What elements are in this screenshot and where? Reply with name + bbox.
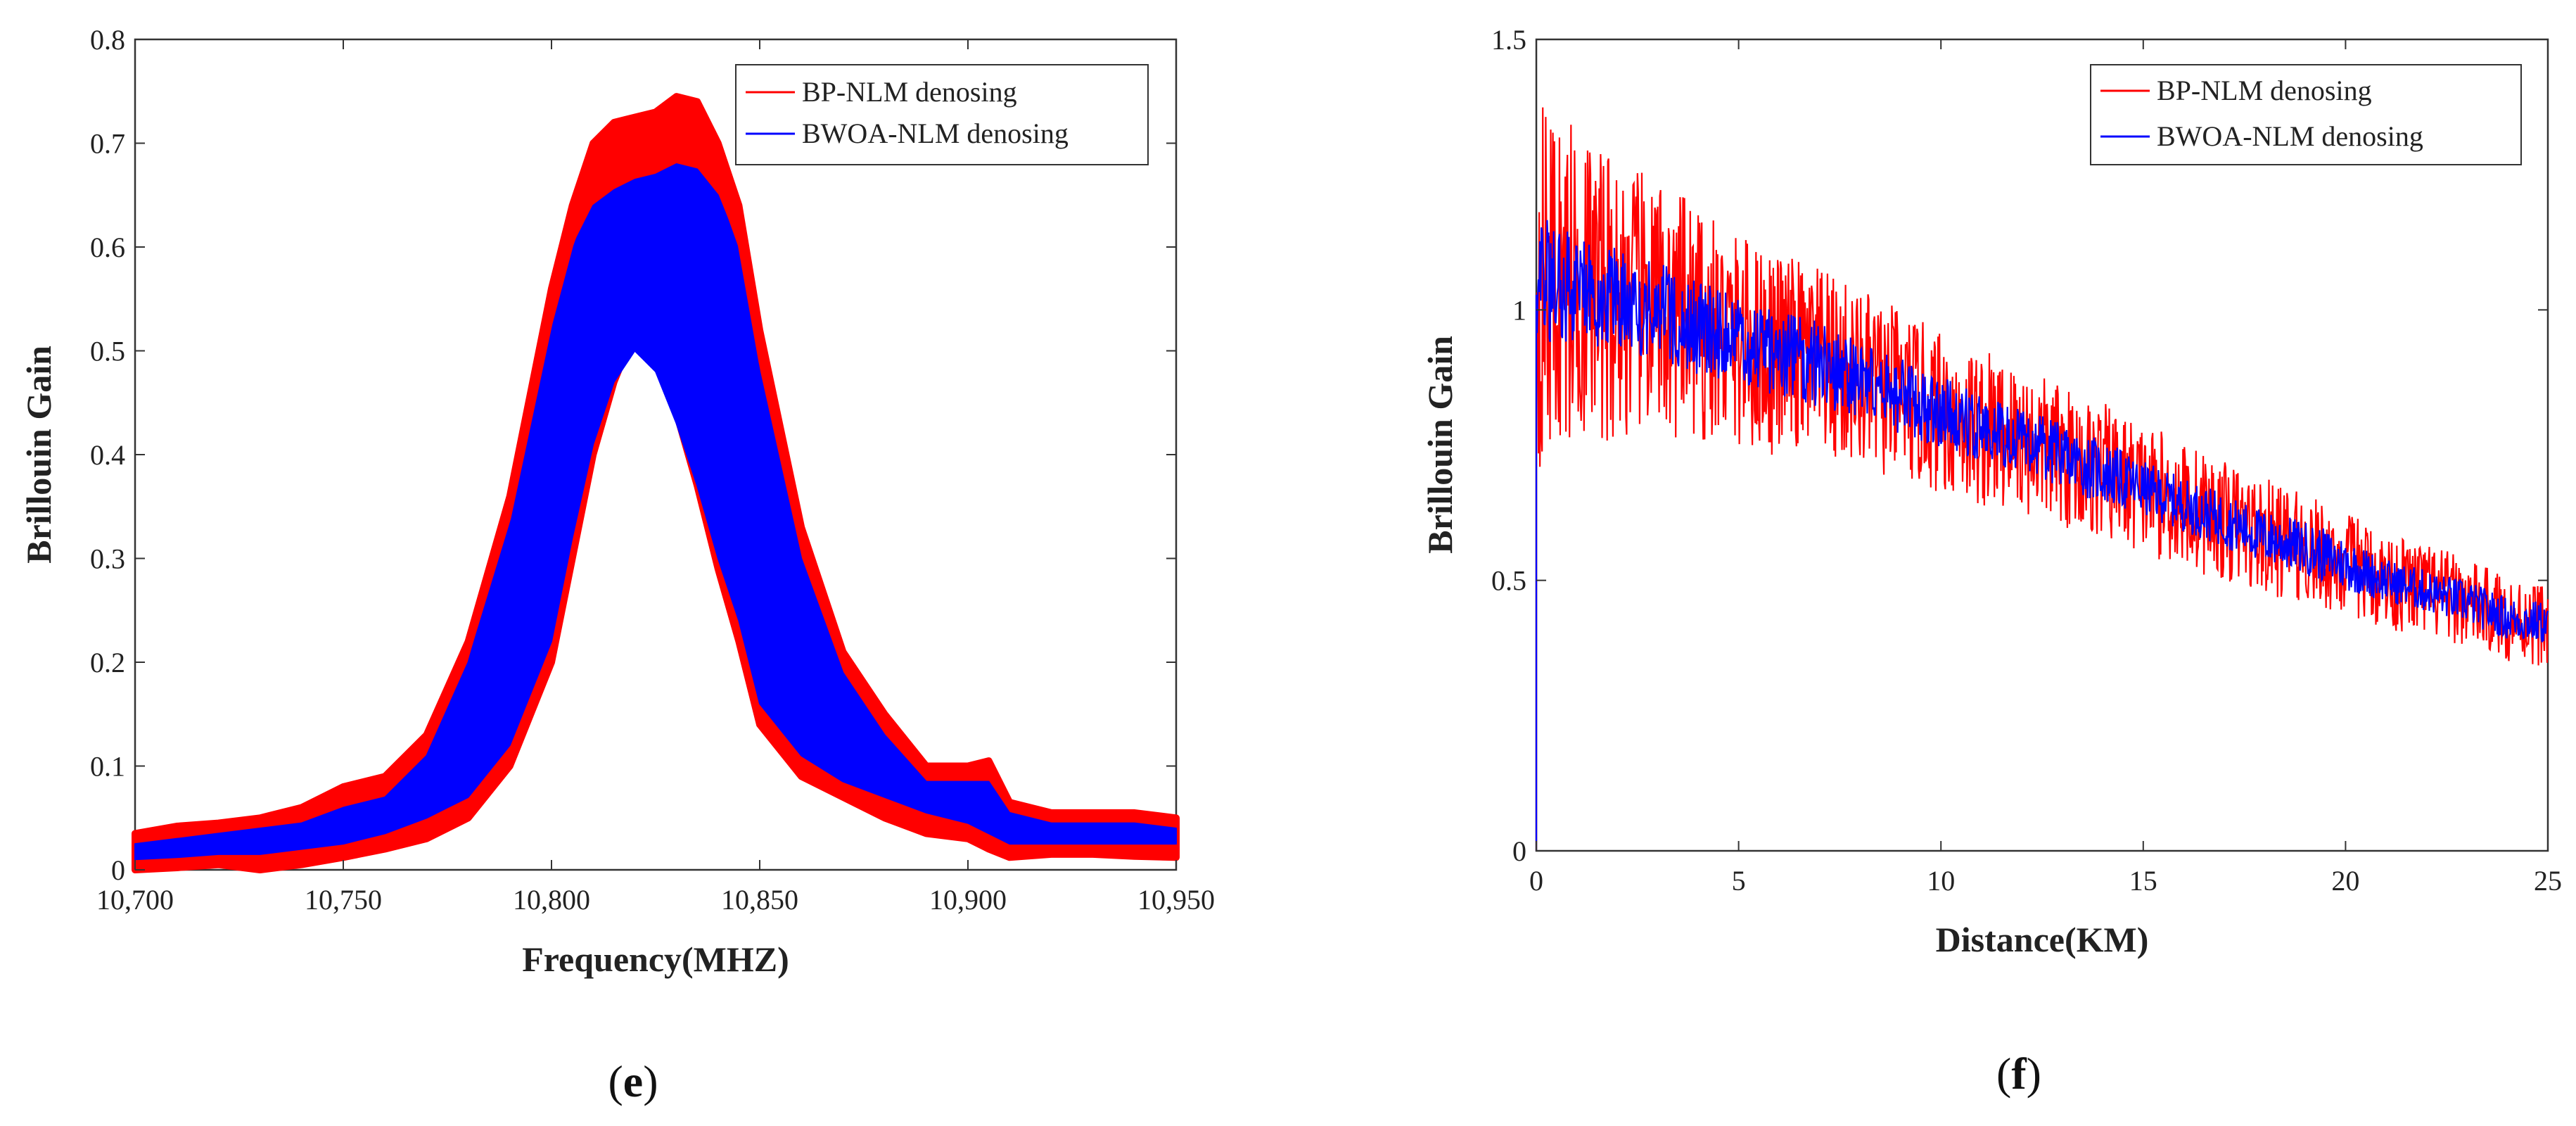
f-x-tick-label: 10: [1927, 865, 1955, 897]
e-y-tick-label: 0.8: [90, 24, 125, 56]
e-legend-label-bp: BP-NLM denosing: [802, 76, 1017, 108]
e-y-axis-label: Brillouin Gain: [19, 346, 58, 564]
e-x-tick-label: 10,900: [929, 884, 1007, 916]
f-y-axis-label: Brillouin Gain: [1420, 336, 1460, 554]
e-y-tick-label: 0.7: [90, 128, 125, 160]
e-y-tick-label: 0.4: [90, 439, 125, 471]
f-legend: BP-NLM denosing BWOA-NLM denosing: [2090, 64, 2522, 165]
f-legend-label-bwoa: BWOA-NLM denosing: [2157, 120, 2423, 152]
e-series-bp-trace: [134, 141, 1177, 837]
e-x-tick-label: 10,850: [721, 884, 798, 916]
e-x-axis-label: Frequency(MHZ): [522, 940, 789, 979]
f-x-tick-label: 20: [2331, 865, 2359, 897]
e-y-tick-label: 0.5: [90, 336, 125, 367]
e-x-tick-label: 10,950: [1137, 884, 1215, 916]
f-y-tick-label: 0.5: [1491, 565, 1526, 597]
f-legend-label-bp: BP-NLM denosing: [2157, 75, 2372, 106]
e-x-tick-label: 10,750: [305, 884, 382, 916]
e-y-tick-label: 0.1: [90, 751, 125, 783]
f-series-bwoa-line: [1535, 220, 2549, 851]
f-axis-ticks: 0 5 10 15 20 25 0 0.5 1 1.5: [1491, 24, 2562, 897]
e-data-layer: [132, 93, 1180, 873]
f-x-tick-label: 25: [2534, 865, 2562, 897]
f-legend-box: [2090, 64, 2522, 165]
e-y-tick-label: 0.6: [90, 232, 125, 263]
chart-f-distance-gain: 0 5 10 15 20 25 0 0.5 1 1.5 Distance(KM) Brilloui…: [1420, 24, 2562, 1099]
e-panel-letter: e: [623, 1056, 643, 1106]
f-series-bp-line: [1535, 107, 2549, 851]
e-y-tick-label: 0.2: [90, 647, 125, 678]
e-legend-box: [735, 64, 1149, 165]
e-x-tick-label: 10,700: [96, 884, 174, 916]
e-x-tick-label: 10,800: [513, 884, 590, 916]
f-y-tick-label: 0: [1512, 835, 1526, 867]
f-x-tick-label: 5: [1732, 865, 1746, 897]
e-legend-label-bwoa: BWOA-NLM denosing: [802, 118, 1069, 149]
e-legend: BP-NLM denosing BWOA-NLM denosing: [735, 64, 1149, 165]
f-x-tick-label: 0: [1529, 865, 1543, 897]
f-y-tick-label: 1.5: [1491, 24, 1526, 56]
f-x-axis-label: Distance(KM): [1936, 920, 2149, 959]
f-y-tick-label: 1: [1512, 294, 1526, 326]
e-y-tick-label: 0: [111, 854, 125, 886]
f-x-tick-label: 15: [2129, 865, 2157, 897]
e-panel-label: (e): [608, 1056, 658, 1106]
e-axis-ticks: 10,700 10,750 10,800 10,850 10,900 10,950 0 0.1…: [90, 24, 1215, 916]
f-data-layer: [1535, 107, 2549, 851]
f-panel-letter: f: [2011, 1049, 2027, 1099]
e-y-tick-label: 0.3: [90, 543, 125, 575]
f-panel-label: (f): [1996, 1049, 2041, 1099]
chart-e-frequency-gain: 10,700 10,750 10,800 10,850 10,900 10,950 0 0.1…: [19, 24, 1215, 1106]
